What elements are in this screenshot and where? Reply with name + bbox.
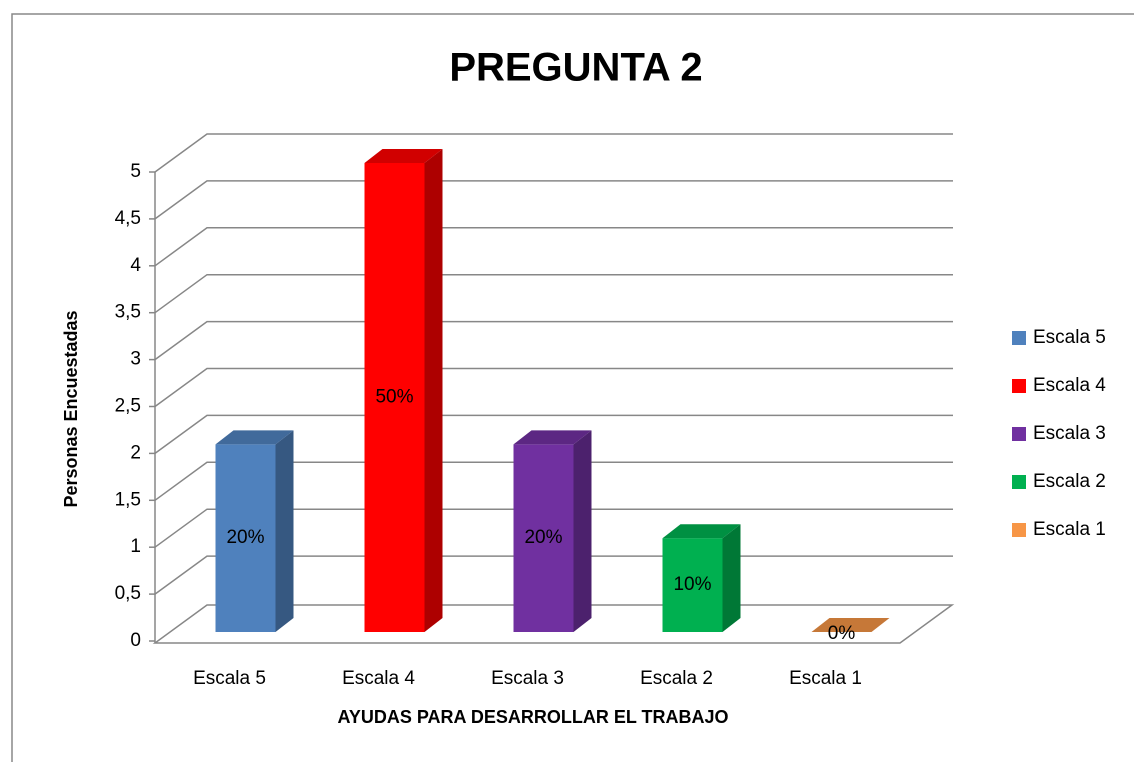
x-tick-label: Escala 3 (491, 668, 564, 689)
floor (152, 604, 955, 644)
legend-swatch (1012, 379, 1026, 393)
grid-line (154, 180, 953, 220)
bar-side (424, 149, 443, 632)
legend-label: Escala 2 (1033, 471, 1106, 492)
bar-top (364, 149, 443, 163)
y-axis-title: Personas Encuestadas (61, 310, 81, 507)
chart-title: PREGUNTA 2 (449, 46, 702, 90)
grid-line (154, 508, 953, 548)
bar-top (662, 524, 741, 539)
y-tick-label: 5 (130, 161, 141, 182)
data-label: 20% (524, 527, 562, 548)
bar (662, 538, 723, 632)
bar-side (722, 524, 741, 632)
y-tick-label: 3,5 (115, 302, 141, 323)
grid-line (154, 367, 953, 408)
bar-side (275, 430, 294, 632)
grid-line (154, 227, 953, 267)
x-tick-label: Escala 4 (342, 668, 415, 689)
y-tick-label: 3 (130, 349, 141, 370)
data-label: 20% (226, 527, 264, 548)
y-tick-label: 4,5 (115, 208, 141, 229)
y-tick-label: 2 (130, 442, 141, 463)
legend-label: Escala 1 (1033, 519, 1106, 540)
bar-top (513, 430, 592, 445)
grid-line (154, 461, 953, 501)
x-tick-label: Escala 1 (789, 668, 862, 689)
y-tick-label: 1 (130, 536, 141, 557)
legend-label: Escala 3 (1033, 423, 1106, 444)
grid-line (154, 414, 953, 455)
bar (215, 444, 276, 632)
legend-swatch (1012, 475, 1026, 489)
legend-swatch (1012, 427, 1026, 441)
y-tick-label: 0 (130, 630, 141, 651)
data-label: 10% (673, 574, 711, 595)
legend-label: Escala 4 (1033, 375, 1106, 396)
legend-swatch (1012, 331, 1026, 345)
grid-line (154, 133, 953, 173)
data-label: 0% (828, 623, 856, 644)
bar-top (215, 430, 294, 445)
bar-side (573, 430, 592, 632)
y-tick-label: 1,5 (115, 489, 141, 510)
x-tick-label: Escala 5 (193, 668, 266, 689)
data-label: 50% (375, 387, 413, 408)
x-tick-label: Escala 2 (640, 668, 713, 689)
legend-swatch (1012, 523, 1026, 537)
grid-line (154, 320, 953, 361)
grid-line (154, 273, 953, 314)
x-axis-title: AYUDAS PARA DESARROLLAR EL TRABAJO (337, 707, 728, 727)
bar-top (811, 618, 890, 632)
bar (364, 163, 425, 632)
y-tick-label: 0,5 (115, 583, 141, 604)
legend-label: Escala 5 (1033, 327, 1106, 348)
y-tick-label: 4 (130, 255, 141, 276)
y-tick-label: 2,5 (115, 396, 141, 417)
bar (513, 444, 574, 632)
